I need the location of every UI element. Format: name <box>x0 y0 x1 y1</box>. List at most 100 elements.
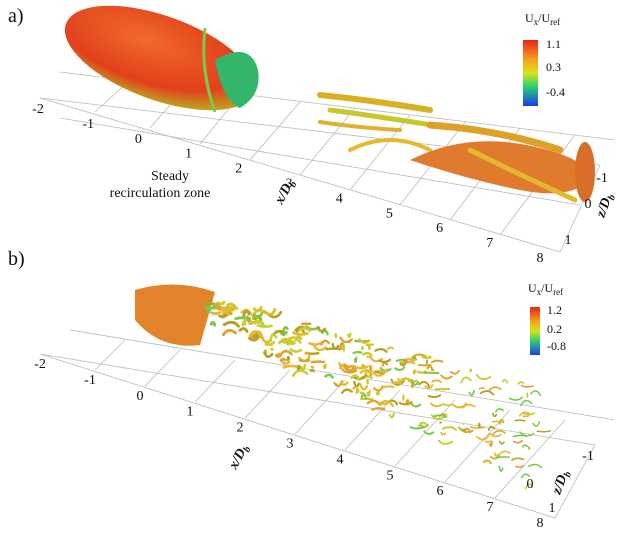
vortex <box>263 340 271 342</box>
x-tick-label: 7 <box>486 236 493 251</box>
x-tick-label: 5 <box>386 206 393 221</box>
vortex <box>496 409 503 412</box>
vortex <box>533 422 539 426</box>
vortex <box>390 414 394 417</box>
vortex <box>341 383 347 385</box>
vortex <box>284 366 298 367</box>
vortex <box>453 403 466 407</box>
x-tick-label: -1 <box>84 373 96 388</box>
vortex <box>395 367 404 370</box>
x-tick-label: -1 <box>82 117 94 132</box>
vortex <box>368 391 370 395</box>
z-tick-label: 1 <box>549 501 556 516</box>
vortex <box>469 391 474 395</box>
vortex <box>342 390 352 393</box>
vortex <box>518 382 523 384</box>
z-tick-label: -1 <box>596 171 608 186</box>
vortex <box>280 351 291 356</box>
colorbar-tick-label: -0.4 <box>546 85 565 99</box>
colorbar-tick-label: 0.2 <box>547 322 562 336</box>
x-tick-label: 2 <box>237 421 244 436</box>
vortex <box>318 327 325 331</box>
x-axis-label: x/Db <box>226 442 254 474</box>
x-tick-label: 4 <box>337 452 344 467</box>
vortex <box>521 386 533 387</box>
x-tick-label: 5 <box>387 468 394 483</box>
colorbar-tick-label: 1.2 <box>547 303 562 317</box>
title-part: ref <box>550 17 560 27</box>
vortex <box>412 383 413 387</box>
z-tick-label: -1 <box>582 449 594 464</box>
vortex <box>432 380 441 382</box>
vortex <box>276 354 279 357</box>
x-tick-label: 8 <box>537 516 544 531</box>
x-tick-label: 3 <box>287 437 294 452</box>
panel-label: b) <box>8 248 25 270</box>
vortex <box>516 466 523 467</box>
vortex <box>258 326 272 327</box>
vortex <box>529 447 530 449</box>
vortex <box>212 312 220 313</box>
vortex <box>523 416 529 417</box>
vortex <box>265 309 275 314</box>
vortex <box>375 349 386 352</box>
vortex <box>244 311 249 316</box>
vortex <box>370 366 371 371</box>
vortex <box>293 333 307 335</box>
vortex <box>531 391 540 395</box>
vortex <box>367 380 368 383</box>
vortex <box>340 338 351 342</box>
vortex <box>383 363 387 366</box>
vortex <box>368 401 380 405</box>
vortex <box>512 458 524 460</box>
vortex <box>255 322 263 324</box>
vortex <box>248 317 250 321</box>
vortex <box>500 441 504 443</box>
annotation: recirculation zone <box>110 186 211 201</box>
vortex <box>500 451 510 454</box>
vortex <box>360 384 367 389</box>
title-part: /U <box>538 11 550 25</box>
vortex <box>314 346 326 350</box>
vortex <box>348 366 353 368</box>
vortex <box>451 371 459 374</box>
vortex <box>493 431 505 434</box>
colorbar-title: Ux/Uref <box>525 11 560 27</box>
vortex <box>333 344 338 348</box>
vortex <box>429 356 430 357</box>
annotation: Steady <box>151 169 189 184</box>
vortex <box>424 431 433 434</box>
vortex <box>477 375 491 379</box>
vortex <box>291 349 302 351</box>
vortex <box>357 389 359 393</box>
vortex <box>363 353 371 356</box>
vortex <box>523 445 528 447</box>
x-tick-label: 0 <box>135 132 142 147</box>
vortex <box>335 334 336 337</box>
vortex <box>486 441 491 442</box>
vortex <box>393 382 401 384</box>
x-tick-label: 7 <box>487 500 494 515</box>
vortex <box>383 386 394 387</box>
x-tick-label: 8 <box>537 251 544 266</box>
vortex <box>411 427 423 428</box>
vortex <box>300 360 309 361</box>
vortex <box>495 453 498 456</box>
vortex <box>427 366 432 369</box>
colorbar-tick-label: -0.8 <box>547 339 566 353</box>
vortex <box>479 388 483 389</box>
vortex <box>490 442 492 446</box>
vortex <box>298 366 300 369</box>
vortex <box>265 352 273 356</box>
vortex <box>529 465 541 468</box>
x-tick-label: 2 <box>235 162 242 177</box>
vortex <box>321 341 328 344</box>
vortex <box>300 328 310 330</box>
vortex <box>309 343 321 345</box>
vortex <box>240 329 247 332</box>
vortex <box>355 358 356 362</box>
z-tick-label: 0 <box>585 197 592 212</box>
title-part: ref <box>553 287 563 297</box>
vortex <box>510 397 523 400</box>
vortex <box>288 357 289 360</box>
